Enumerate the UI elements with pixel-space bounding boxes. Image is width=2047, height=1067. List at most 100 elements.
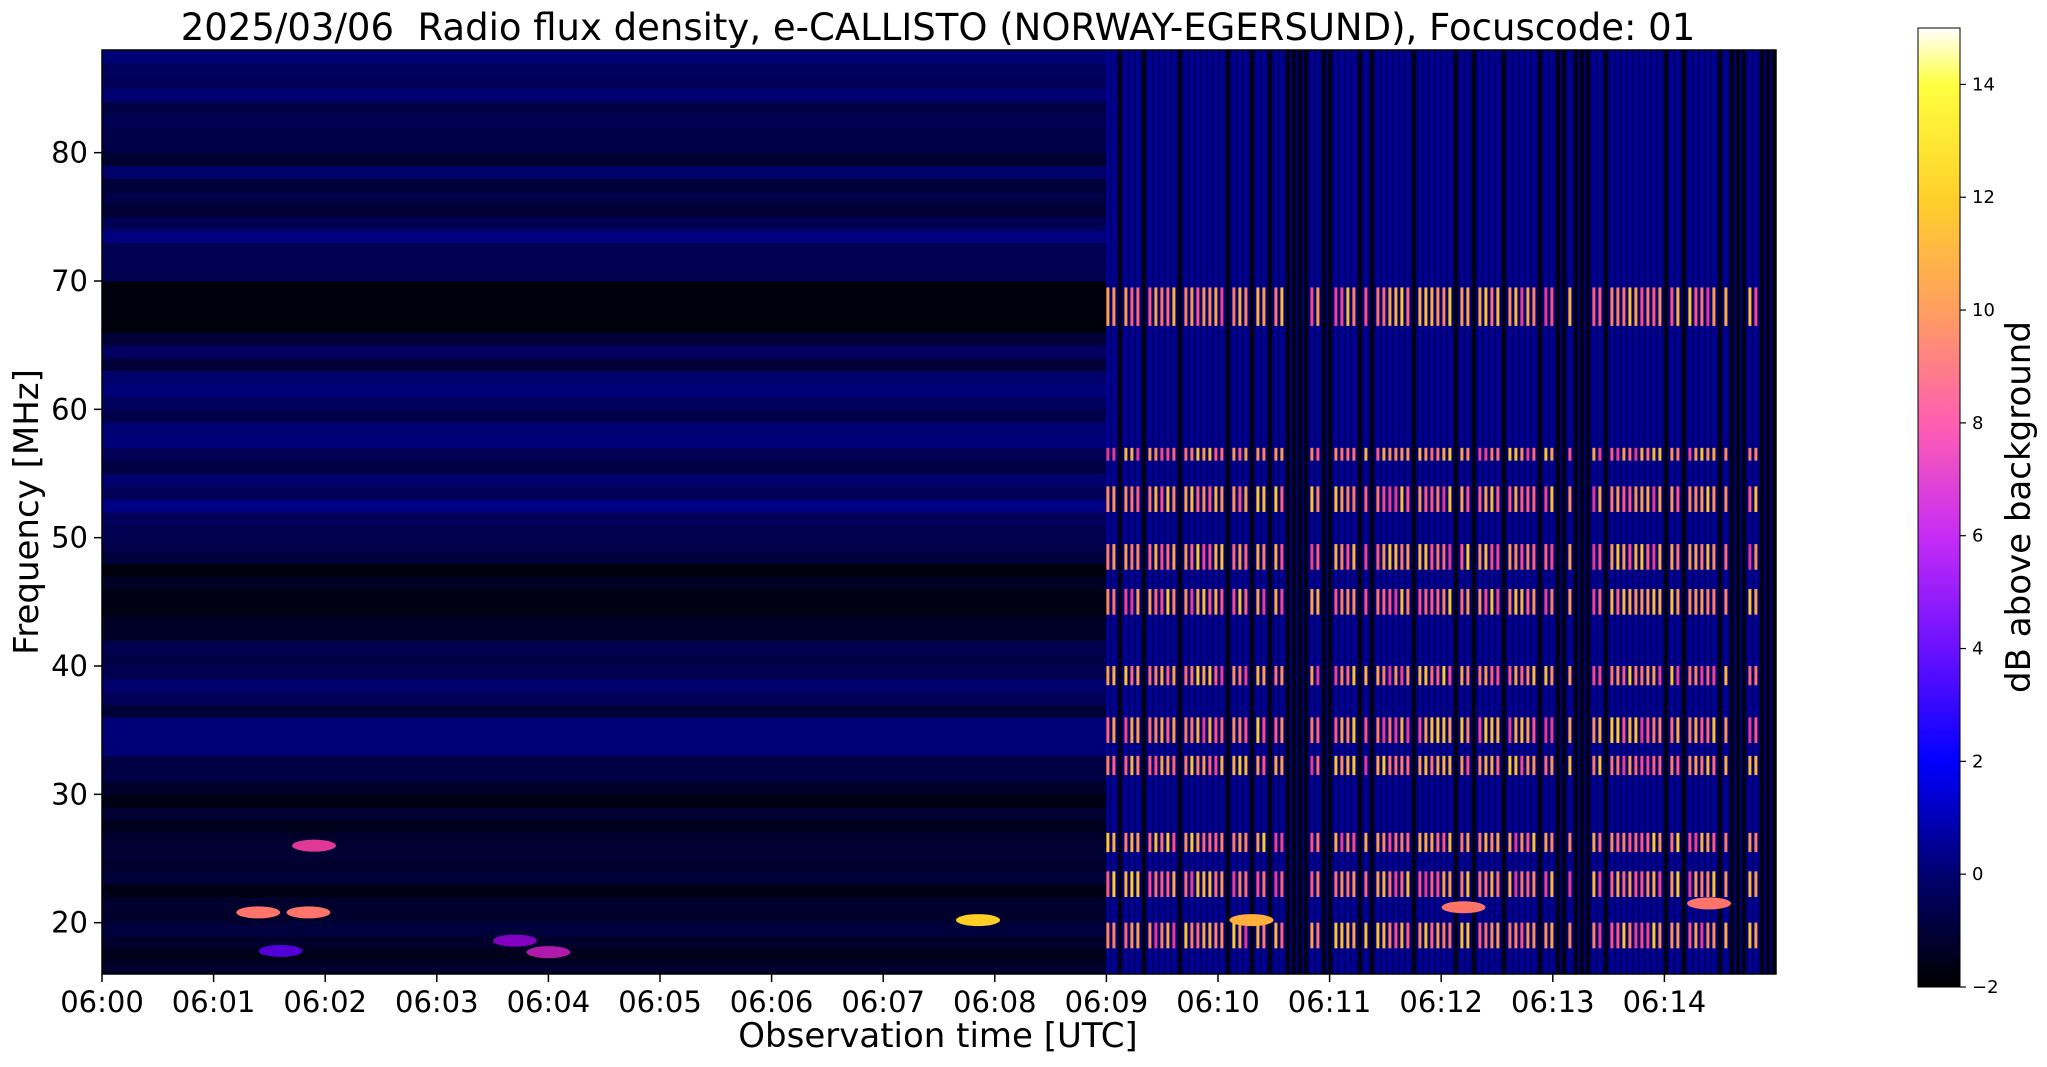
stripe-band-hot <box>1364 447 1368 461</box>
stripe-band-hot <box>1658 486 1662 512</box>
stripe-band-hot <box>1148 832 1152 853</box>
band-row-left <box>102 345 1107 359</box>
stripe-band-hot <box>1208 447 1212 461</box>
stripe-band-hot <box>1172 589 1176 615</box>
stripe-band-hot <box>1106 666 1110 686</box>
stripe-band-hot <box>1670 922 1674 949</box>
stripe-band-hot <box>1724 666 1728 686</box>
stripe-band-hot <box>1340 589 1344 615</box>
stripe-band-hot <box>1244 486 1248 512</box>
stripe-band-hot <box>1610 666 1614 686</box>
stripe-band-hot <box>1532 832 1536 853</box>
stripe-band-hot <box>1634 922 1638 949</box>
stripe-band-hot <box>1232 871 1236 897</box>
band-row-left <box>102 88 1107 102</box>
stripe-band-hot <box>1478 922 1482 949</box>
stripe-band-hot <box>1514 717 1518 743</box>
y-axis-ticks: 20 30 40 50 60 70 80 <box>51 136 102 940</box>
stripe-band-hot <box>1616 666 1620 686</box>
burst-mark <box>1687 897 1732 910</box>
x-tick-label: 06:04 <box>507 985 591 1019</box>
time-stripe <box>1454 50 1458 974</box>
band-row-left <box>102 127 1107 141</box>
stripe-band-hot <box>1256 922 1260 949</box>
stripe-band-hot <box>1712 486 1716 512</box>
stripe-band-hot <box>1262 832 1266 853</box>
stripe-band-hot <box>1418 666 1422 686</box>
stripe-band-hot <box>1112 717 1116 743</box>
stripe-band-hot <box>1172 717 1176 743</box>
y-tick-label: 70 <box>51 264 88 298</box>
band-row-left <box>102 165 1107 179</box>
stripe-band-hot <box>1424 922 1428 949</box>
band-row-left <box>102 871 1107 885</box>
stripe-band-hot <box>1214 544 1218 570</box>
stripe-band-hot <box>1634 755 1638 776</box>
stripe-band-hot <box>1166 589 1170 615</box>
stripe-band-hot <box>1130 287 1134 326</box>
stripe-band-hot <box>1172 447 1176 461</box>
stripe-band-hot <box>1196 871 1200 897</box>
stripe-band-hot <box>1160 717 1164 743</box>
stripe-band-hot <box>1706 755 1710 776</box>
stripe-band-hot <box>1124 287 1128 326</box>
colorbar-gradient <box>1917 27 1961 988</box>
stripe-band-hot <box>1514 832 1518 853</box>
stripe-band-hot <box>1136 544 1140 570</box>
stripe-band-hot <box>1622 589 1626 615</box>
stripe-band-hot <box>1106 544 1110 570</box>
stripe-band-hot <box>1196 666 1200 686</box>
band-row-left <box>102 499 1107 513</box>
band-row-left <box>102 62 1107 77</box>
stripe-band-hot <box>1544 832 1548 853</box>
time-stripe <box>1562 50 1566 974</box>
stripe-band-hot <box>1208 486 1212 512</box>
stripe-band-hot <box>1496 922 1500 949</box>
stripe-band-hot <box>1622 544 1626 570</box>
stripe-band-hot <box>1598 447 1602 461</box>
stripe-band-hot <box>1244 544 1248 570</box>
stripe-band-hot <box>1508 589 1512 615</box>
stripe-band-hot <box>1202 717 1206 743</box>
stripe-band-hot <box>1184 922 1188 949</box>
stripe-band-hot <box>1136 287 1140 326</box>
band-row-left <box>102 281 1107 295</box>
stripe-band-hot <box>1172 287 1176 326</box>
stripe-band-hot <box>1214 287 1218 326</box>
stripe-band-hot <box>1712 922 1716 949</box>
stripe-band-hot <box>1262 544 1266 570</box>
stripe-band-hot <box>1310 832 1314 853</box>
stripe-band-hot <box>1190 589 1194 615</box>
stripe-band-hot <box>1592 871 1596 897</box>
band-row-left <box>102 486 1107 500</box>
stripe-band-hot <box>1592 922 1596 949</box>
stripe-band-hot <box>1346 486 1350 512</box>
stripe-band-hot <box>1346 666 1350 686</box>
stripe-band-hot <box>1466 486 1470 512</box>
stripe-band-hot <box>1106 486 1110 512</box>
stripe-band-hot <box>1184 717 1188 743</box>
stripe-band-hot <box>1202 544 1206 570</box>
stripe-band-hot <box>1442 922 1446 949</box>
stripe-band-hot <box>1316 755 1320 776</box>
stripe-band-hot <box>1430 544 1434 570</box>
stripe-band-hot <box>1340 544 1344 570</box>
stripe-band-hot <box>1388 922 1392 949</box>
stripe-band-hot <box>1424 717 1428 743</box>
stripe-band-hot <box>1310 871 1314 897</box>
stripe-band-hot <box>1274 287 1278 326</box>
stripe-band-hot <box>1706 447 1710 461</box>
stripe-band-hot <box>1310 717 1314 743</box>
stripe-band-hot <box>1442 755 1446 776</box>
stripe-band-hot <box>1376 447 1380 461</box>
stripe-band-hot <box>1508 486 1512 512</box>
stripe-band-hot <box>1670 447 1674 461</box>
stripe-band-hot <box>1436 486 1440 512</box>
stripe-band-hot <box>1172 832 1176 853</box>
stripe-band-hot <box>1460 589 1464 615</box>
stripe-band-hot <box>1376 832 1380 853</box>
stripe-band-hot <box>1484 871 1488 897</box>
stripe-band-hot <box>1364 871 1368 897</box>
stripe-band-hot <box>1220 589 1224 615</box>
stripe-band-hot <box>1184 544 1188 570</box>
